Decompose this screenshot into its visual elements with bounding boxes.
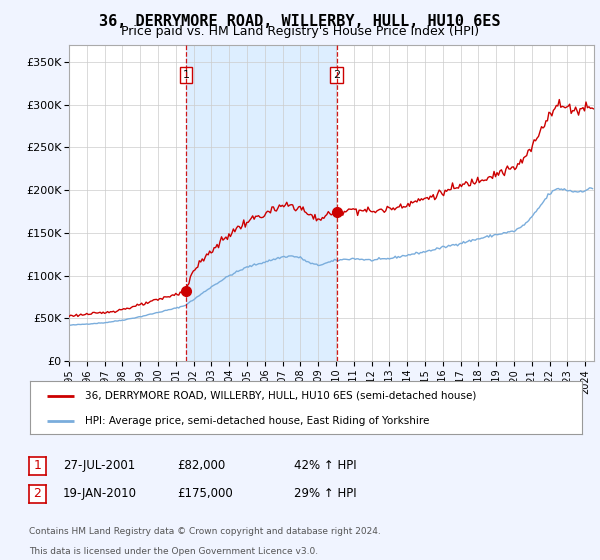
Bar — [186, 45, 337, 361]
Text: This data is licensed under the Open Government Licence v3.0.: This data is licensed under the Open Gov… — [29, 547, 318, 556]
Text: 19-JAN-2010: 19-JAN-2010 — [63, 487, 137, 501]
Text: Price paid vs. HM Land Registry's House Price Index (HPI): Price paid vs. HM Land Registry's House … — [121, 25, 479, 38]
Text: £82,000: £82,000 — [177, 459, 225, 473]
Text: 2: 2 — [33, 487, 41, 501]
Text: 36, DERRYMORE ROAD, WILLERBY, HULL, HU10 6ES (semi-detached house): 36, DERRYMORE ROAD, WILLERBY, HULL, HU10… — [85, 391, 476, 401]
Text: Contains HM Land Registry data © Crown copyright and database right 2024.: Contains HM Land Registry data © Crown c… — [29, 528, 380, 536]
Text: 1: 1 — [182, 70, 190, 80]
Text: 2: 2 — [333, 70, 340, 80]
Text: HPI: Average price, semi-detached house, East Riding of Yorkshire: HPI: Average price, semi-detached house,… — [85, 416, 430, 426]
Text: 29% ↑ HPI: 29% ↑ HPI — [294, 487, 356, 501]
Text: 1: 1 — [33, 459, 41, 473]
Text: 27-JUL-2001: 27-JUL-2001 — [63, 459, 135, 473]
Text: £175,000: £175,000 — [177, 487, 233, 501]
Text: 36, DERRYMORE ROAD, WILLERBY, HULL, HU10 6ES: 36, DERRYMORE ROAD, WILLERBY, HULL, HU10… — [99, 14, 501, 29]
Text: 42% ↑ HPI: 42% ↑ HPI — [294, 459, 356, 473]
